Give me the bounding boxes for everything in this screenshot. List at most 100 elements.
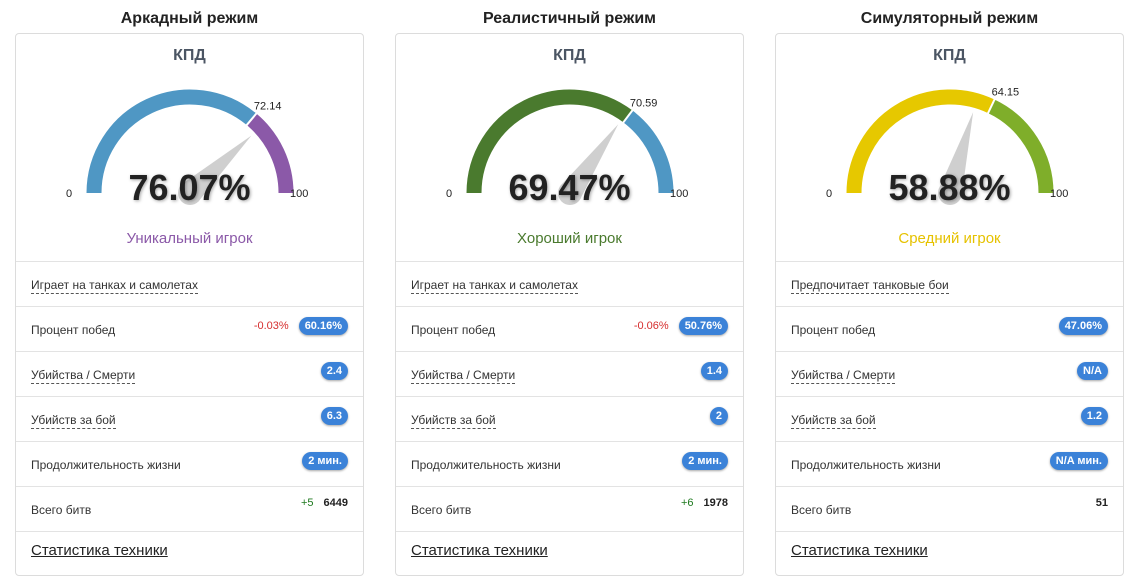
card-footer: Статистика техники (16, 532, 363, 575)
stat-badge: N/A (1077, 362, 1108, 380)
stat-values: 1.4 (700, 362, 728, 380)
stat-values: 6.3 (320, 407, 348, 425)
kpd-label: КПД (173, 47, 206, 64)
efficiency-gauge: КПД 70.59 0 100 69.47% Хороший игрок (396, 34, 743, 262)
mode-column: Симуляторный режим КПД 64.15 0 100 58.88% Сред… (775, 0, 1124, 576)
stat-values: -0.03% 60.16% (254, 317, 348, 335)
stat-row: Продолжительность жизни 2 мин. (396, 442, 743, 487)
gauge-needle (938, 112, 974, 197)
stat-label: Процент побед (791, 323, 876, 337)
mode-card: КПД 72.14 0 100 76.07% Уникальный игрок Играет… (15, 33, 364, 576)
stat-row: Убийств за бой 6.3 (16, 397, 363, 442)
efficiency-value: 58.88% (888, 167, 1011, 208)
stat-values: 2 мин. (302, 452, 348, 470)
stat-delta: -0.03% (253, 320, 289, 332)
stat-label[interactable]: Убийств за бой (791, 413, 876, 429)
efficiency-value: 76.07% (128, 167, 251, 208)
stat-badge: 50.76% (678, 317, 728, 335)
player-rating: Хороший игрок (517, 230, 622, 247)
vehicle-stats-link[interactable]: Статистика техники (411, 542, 548, 559)
mode-card: КПД 70.59 0 100 69.47% Хороший игрок Играет на… (395, 33, 744, 576)
gauge-marker-label: 64.15 (992, 86, 1020, 98)
stat-row: Предпочитает танковые бои (776, 262, 1123, 307)
stat-values: +6 1978 (681, 497, 728, 509)
stat-label: Продолжительность жизни (411, 458, 561, 472)
gauge-chart: 64.15 0 100 (826, 86, 1068, 205)
card-footer: Статистика техники (776, 532, 1123, 575)
stat-label: Продолжительность жизни (31, 458, 181, 472)
stat-number: 1978 (703, 497, 728, 509)
stat-badge: 6.3 (320, 407, 348, 425)
gauge-max-label: 100 (1050, 188, 1068, 200)
stat-delta: +6 (680, 497, 694, 509)
gauge-arc-main (86, 89, 257, 194)
stat-row: Процент побед -0.03% 60.16% (16, 307, 363, 352)
gauge-min-label: 0 (826, 188, 832, 200)
stat-label[interactable]: Убийств за бой (31, 413, 116, 429)
gauge-needle-hub (938, 181, 962, 205)
stat-values: 2 (709, 407, 728, 425)
gauge-marker-label: 72.14 (254, 101, 282, 113)
gauge-min-label: 0 (446, 188, 452, 200)
stat-label[interactable]: Убийств за бой (411, 413, 496, 429)
stat-badge: 2 (709, 407, 728, 425)
gauge-needle-hub (178, 181, 202, 205)
stat-delta: -0.06% (633, 320, 669, 332)
mode-column: Аркадный режим КПД 72.14 0 100 76.07% Уникальн… (15, 0, 364, 576)
vehicle-stats-link[interactable]: Статистика техники (31, 542, 168, 559)
stat-label[interactable]: Играет на танках и самолетах (31, 278, 198, 294)
gauge-marker-line (986, 98, 996, 115)
gauge-max-label: 100 (290, 188, 308, 200)
stat-number: 51 (1095, 497, 1108, 509)
stat-values: 1.2 (1080, 407, 1108, 425)
efficiency-gauge: КПД 64.15 0 100 58.88% Средний игрок (776, 34, 1123, 262)
stat-label[interactable]: Убийства / Смерти (31, 368, 136, 384)
mode-title: Симуляторный режим (860, 10, 1039, 27)
gauge-chart: 72.14 0 100 (66, 89, 308, 205)
stat-row: Играет на танках и самолетах (16, 262, 363, 307)
stat-row: Продолжительность жизни 2 мин. (16, 442, 363, 487)
gauge-chart: 70.59 0 100 (446, 89, 688, 205)
stat-label: Продолжительность жизни (791, 458, 941, 472)
gauge-min-label: 0 (66, 188, 72, 200)
stat-label[interactable]: Предпочитает танковые бои (791, 278, 949, 294)
stat-values: N/A (1077, 362, 1108, 380)
gauge-needle (560, 124, 619, 200)
stat-badge: 1.4 (700, 362, 728, 380)
stat-row: Всего битв 51 (776, 487, 1123, 532)
stat-label: Процент побед (411, 323, 496, 337)
stat-label[interactable]: Играет на танках и самолетах (411, 278, 578, 294)
efficiency-gauge: КПД 72.14 0 100 76.07% Уникальный игрок (16, 34, 363, 262)
stat-label: Процент побед (31, 323, 116, 337)
stat-badge: N/A мин. (1049, 452, 1108, 470)
stat-label[interactable]: Убийства / Смерти (411, 368, 516, 384)
stat-row: Процент побед -0.06% 50.76% (396, 307, 743, 352)
stat-values: -0.06% 50.76% (634, 317, 728, 335)
stat-row: Убийства / Смерти 1.4 (396, 352, 743, 397)
gauge-arc-end (623, 110, 674, 194)
gauge-needle-hub (558, 181, 582, 205)
stat-badge: 2 мин. (302, 452, 348, 470)
stat-label: Всего битв (791, 503, 852, 517)
vehicle-stats-link[interactable]: Статистика техники (791, 542, 928, 559)
stat-row: Убийства / Смерти N/A (776, 352, 1123, 397)
stat-values: 2 мин. (682, 452, 728, 470)
gauge-arc-end (246, 113, 294, 194)
efficiency-value: 69.47% (508, 167, 631, 208)
stat-label[interactable]: Убийства / Смерти (791, 368, 896, 384)
mode-title: Аркадный режим (120, 10, 259, 27)
gauge-arc-end (987, 99, 1054, 194)
stat-row: Играет на танках и самолетах (396, 262, 743, 307)
card-footer: Статистика техники (396, 532, 743, 575)
stat-values: 51 (1096, 497, 1108, 509)
stat-row: Процент побед 47.06% (776, 307, 1123, 352)
mode-title: Реалистичный режим (482, 10, 656, 27)
gauge-marker-line (621, 109, 634, 124)
stat-values: +5 6449 (301, 497, 348, 509)
stat-row: Всего битв +6 1978 (396, 487, 743, 532)
stat-values: 47.06% (1058, 317, 1108, 335)
mode-card: КПД 64.15 0 100 58.88% Средний игрок Предпочит… (775, 33, 1124, 576)
gauge-max-label: 100 (670, 188, 688, 200)
stat-badge: 2 мин. (682, 452, 728, 470)
stat-badge: 2.4 (320, 362, 348, 380)
